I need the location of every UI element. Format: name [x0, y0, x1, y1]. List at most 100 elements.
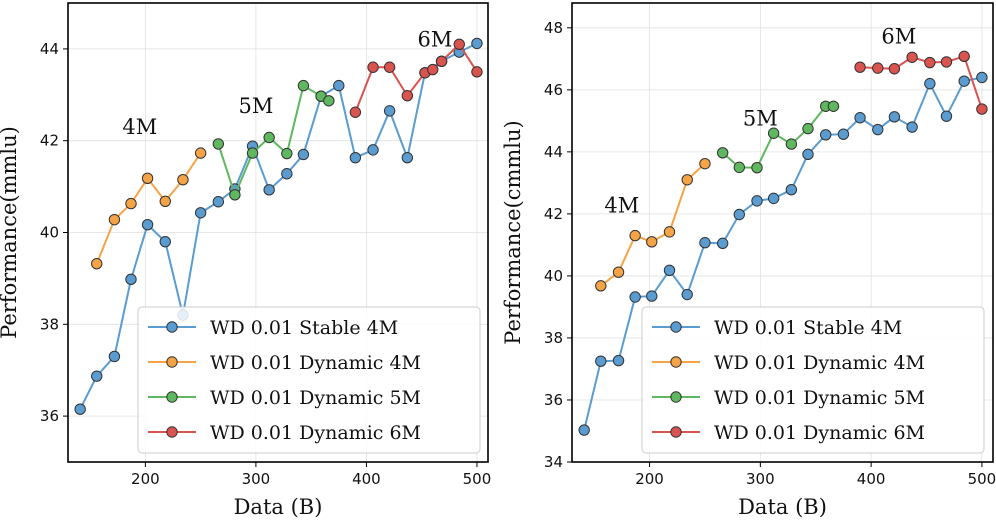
data-point-stable4m [263, 184, 275, 196]
legend-swatch-marker [670, 321, 682, 333]
data-point-dyn5m [785, 138, 798, 150]
data-point-dyn4m [699, 157, 711, 170]
series-line-stable4m [79, 42, 478, 410]
y-tick-label: 42 [40, 132, 59, 150]
data-point-stable4m [663, 264, 676, 277]
data-point-stable4m [281, 168, 293, 180]
data-point-stable4m [751, 195, 763, 207]
data-point-dyn4m [663, 226, 676, 238]
data-point-dyn6m [940, 56, 953, 68]
data-point-stable4m [333, 79, 345, 92]
data-point-dyn6m [872, 62, 884, 74]
data-point-dyn6m [401, 90, 414, 102]
data-point-stable4m [733, 208, 745, 221]
y-tick-label: 34 [544, 453, 563, 471]
annotation-label: 5M [743, 107, 778, 131]
data-point-dyn6m [435, 55, 448, 67]
plot-frame [571, 2, 994, 463]
data-point-dyn5m [297, 79, 310, 92]
y-tick-label: 42 [544, 205, 563, 223]
data-point-dyn4m [612, 266, 625, 278]
y-tick-label: 40 [40, 224, 59, 242]
x-tick-label: 300 [242, 470, 271, 488]
data-point-stable4m [976, 71, 988, 84]
data-point-dyn4m [177, 174, 189, 186]
legend: WD 0.01 Stable 4M WD 0.01 Dynamic 4M WD 0.… [641, 306, 985, 454]
x-tick-label: 400 [352, 470, 381, 488]
data-point-stable4m [716, 237, 729, 250]
data-point-stable4m [785, 184, 798, 196]
data-point-stable4m [297, 148, 310, 161]
y-tick-label: 44 [544, 143, 563, 161]
annotation-label: 5M [238, 94, 273, 118]
legend-frame [137, 306, 481, 454]
y-tick-label: 38 [40, 315, 59, 333]
legend-swatch-marker [670, 426, 682, 438]
x-axis-label: Data (B) [738, 495, 827, 519]
data-point-stable4m [349, 151, 362, 164]
data-point-stable4m [906, 121, 918, 133]
y-tick-label: 36 [544, 391, 563, 409]
data-point-dyn4m [194, 147, 207, 159]
chart-panel-1: 200 300 400 500 36 38 40 42 44 Data (B) Performanc… [0, 2, 492, 519]
data-point-dyn5m [229, 189, 241, 201]
data-point-dyn6m [471, 66, 483, 78]
data-point-stable4m [646, 290, 658, 302]
legend-label: WD 0.01 Stable 4M [210, 317, 398, 339]
series-line-dyn4m [95, 152, 202, 265]
data-point-dyn5m [323, 95, 335, 107]
data-point-stable4m [141, 218, 154, 231]
data-point-dyn6m [427, 63, 439, 76]
legend-swatch-marker [166, 321, 178, 333]
y-tick-label: 38 [544, 329, 563, 347]
series-line-dyn5m [722, 105, 834, 169]
legend-swatch-marker [670, 391, 682, 403]
data-point-stable4m [212, 196, 225, 208]
data-point-dyn5m [716, 147, 729, 159]
data-point-stable4m [854, 112, 866, 124]
data-point-stable4m [595, 355, 607, 367]
data-point-dyn5m [733, 161, 745, 174]
data-point-dyn4m [595, 280, 607, 292]
x-tick-label: 500 [968, 470, 996, 488]
data-point-stable4m [74, 403, 86, 415]
data-point-stable4m [125, 273, 137, 286]
data-point-dyn6m [854, 61, 866, 73]
chart-panel-2: 200 300 400 500 34 36 38 40 42 44 46 48 Data (B) Perf… [501, 2, 996, 519]
data-point-dyn5m [246, 147, 259, 159]
data-point-dyn4m [91, 258, 103, 270]
y-tick-label: 36 [40, 407, 59, 425]
y-axis-label: Performance(cmmlu) [501, 120, 525, 344]
data-point-dyn6m [888, 63, 901, 75]
x-tick-label: 500 [463, 470, 492, 488]
data-point-stable4m [91, 370, 103, 382]
legend-label: WD 0.01 Dynamic 4M [210, 352, 421, 374]
data-point-stable4m [888, 111, 901, 123]
data-point-dyn4m [159, 195, 171, 207]
legend-label: WD 0.01 Dynamic 5M [210, 387, 421, 409]
plot-frame [67, 2, 489, 463]
data-point-dyn5m [281, 147, 293, 160]
data-point-dyn6m [383, 61, 396, 73]
data-point-dyn5m [263, 131, 275, 144]
x-tick-label: 200 [131, 470, 160, 488]
annotation-label: 6M [418, 28, 453, 52]
legend-swatch-marker [166, 356, 178, 368]
data-point-dyn4m [646, 236, 658, 248]
legend-swatch-marker [670, 356, 682, 368]
data-point-dyn6m [976, 103, 988, 115]
y-tick-label: 46 [544, 81, 563, 99]
x-tick-label: 400 [857, 470, 886, 488]
data-point-dyn4m [108, 213, 121, 226]
data-point-stable4m [383, 105, 396, 117]
data-point-dyn5m [767, 127, 780, 139]
legend-label: WD 0.01 Dynamic 6M [714, 422, 925, 444]
data-point-dyn6m [924, 56, 936, 69]
data-point-dyn5m [751, 161, 763, 174]
data-point-stable4m [802, 148, 814, 161]
annotation-label: 4M [122, 115, 157, 139]
legend-frame [641, 306, 985, 454]
data-point-dyn6m [906, 51, 918, 63]
data-point-dyn5m [802, 122, 814, 135]
